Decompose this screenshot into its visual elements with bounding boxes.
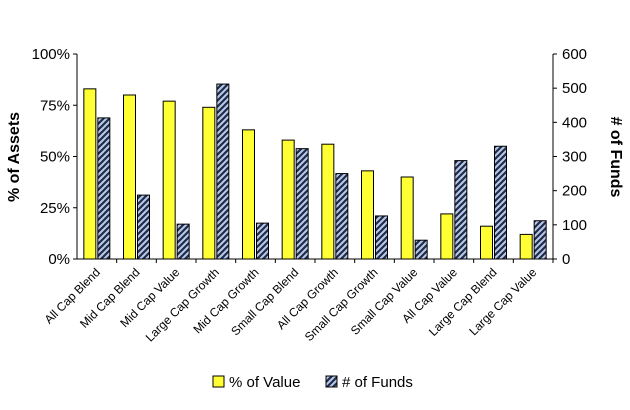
y-tick-label-left: 0% [48,251,70,268]
y-axis-title-right: # of Funds [607,117,624,198]
y-tick-label-left: 25% [40,200,70,217]
bar-num-of-funds [97,117,111,260]
bar-pct-of-value [242,129,255,260]
bar-pct-of-value [162,100,176,260]
bar-pct-of-value [83,88,97,260]
x-tick-label: Small Cap Growth [302,265,381,344]
bar-pct-of-value [123,94,136,260]
bar-pct-of-value [361,170,374,260]
x-tick-label: Large Cap Growth [143,265,222,344]
bar-num-of-funds [256,222,269,260]
legend-swatch-value [212,375,225,388]
bar-num-of-funds [414,239,428,260]
y-tick-label-right: 0 [562,251,570,268]
bar-num-of-funds [137,194,150,260]
y-tick-label-left: 75% [40,97,70,114]
x-tick-label: Large Cap Value [466,265,539,338]
bar-pct-of-value [400,176,414,260]
y-tick-label-right: 300 [562,149,587,166]
y-tick-label-left: 50% [40,149,70,166]
bar-num-of-funds [216,83,230,260]
bar-pct-of-value [281,139,295,260]
bar-num-of-funds [295,148,309,260]
bar-num-of-funds [176,223,190,260]
y-tick-label-left: 100% [32,46,70,63]
bar-pct-of-value [321,143,335,260]
bar-num-of-funds [375,215,388,260]
legend-label-funds: # of Funds [342,374,413,391]
y-axis-title-left: % of Assets [6,112,23,202]
bar-num-of-funds [494,145,507,260]
bar-num-of-funds [533,220,547,260]
legend-label-value: % of Value [229,374,300,391]
y-tick-label-right: 400 [562,114,587,131]
legend-swatch-funds [325,375,338,388]
y-tick-label-right: 100 [562,217,587,234]
bar-pct-of-value [440,213,454,260]
legend: % of Value # of Funds [212,374,413,391]
y-tick-label-right: 500 [562,80,587,97]
y-tick-label-right: 200 [562,183,587,200]
x-tick-label: Large Cap Blend [426,265,500,339]
x-tick-label: Small Cap Blend [228,265,301,338]
bar-num-of-funds [454,160,468,260]
y-tick-label-right: 600 [562,46,587,63]
bar-pct-of-value [202,106,216,260]
bar-pct-of-value [519,233,533,260]
bar-pct-of-value [480,225,493,260]
bar-num-of-funds [335,173,349,260]
